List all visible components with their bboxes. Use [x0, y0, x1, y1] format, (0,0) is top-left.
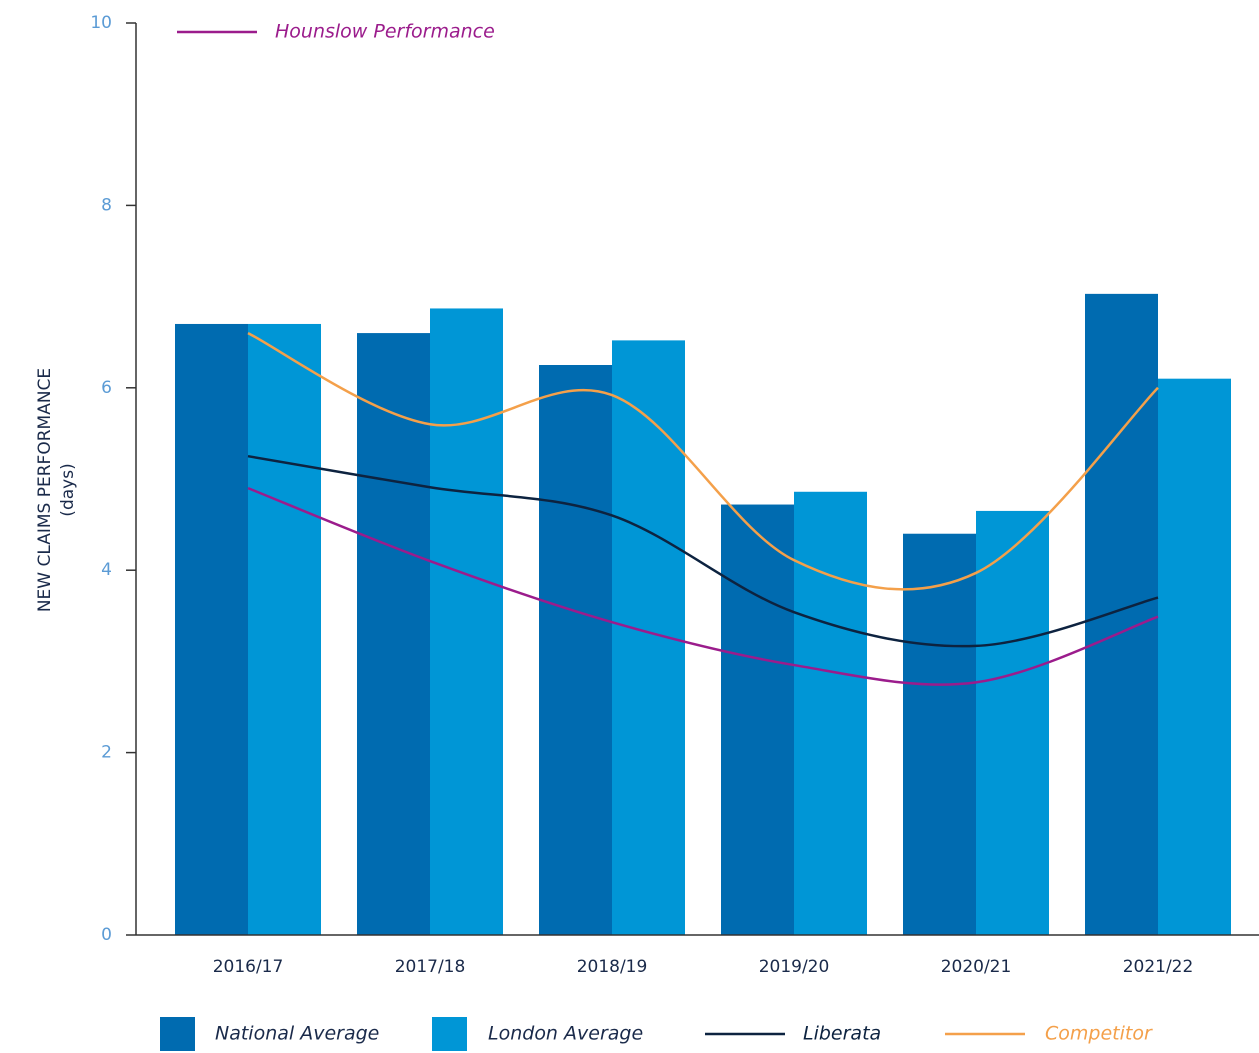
x-tick-label: 2017/18 — [395, 957, 466, 977]
y-axis-title-line: (days) — [58, 463, 78, 516]
y-tick-label: 6 — [101, 378, 112, 398]
legend-label: National Average — [215, 1023, 379, 1045]
legend-label: Hounslow Performance — [275, 21, 495, 43]
bar — [794, 491, 867, 935]
x-tick-label: 2021/22 — [1123, 957, 1194, 977]
bar — [721, 504, 794, 935]
x-tick-label: 2020/21 — [941, 957, 1012, 977]
bar — [248, 323, 321, 936]
bar — [430, 308, 503, 935]
y-tick-label: 4 — [101, 560, 112, 580]
bar — [1085, 293, 1158, 935]
y-tick-label: 10 — [90, 13, 112, 33]
y-axis-title-line: NEW CLAIMS PERFORMANCE — [35, 368, 55, 612]
line — [247, 331, 1159, 591]
bar — [612, 340, 685, 936]
legend-swatch — [432, 1017, 467, 1051]
x-tick-label: 2019/20 — [759, 957, 830, 977]
bar — [976, 510, 1049, 935]
line — [247, 486, 1159, 686]
legend-label: London Average — [488, 1023, 643, 1045]
line — [247, 454, 1159, 648]
legend-label: Liberata — [803, 1023, 881, 1045]
y-tick-label: 8 — [101, 195, 112, 215]
bar — [1158, 378, 1231, 935]
y-axis-title: NEW CLAIMS PERFORMANCE (days) — [35, 368, 78, 612]
x-tick-label: 2016/17 — [213, 957, 284, 977]
bar — [357, 333, 430, 936]
legend-swatch — [160, 1017, 195, 1051]
bar — [175, 323, 248, 936]
bar — [539, 365, 612, 935]
y-tick-label: 0 — [101, 925, 112, 945]
x-tick-label: 2018/19 — [577, 957, 648, 977]
legend-label: Competitor — [1045, 1023, 1153, 1045]
bar — [903, 533, 976, 935]
y-tick-label: 2 — [101, 743, 112, 763]
